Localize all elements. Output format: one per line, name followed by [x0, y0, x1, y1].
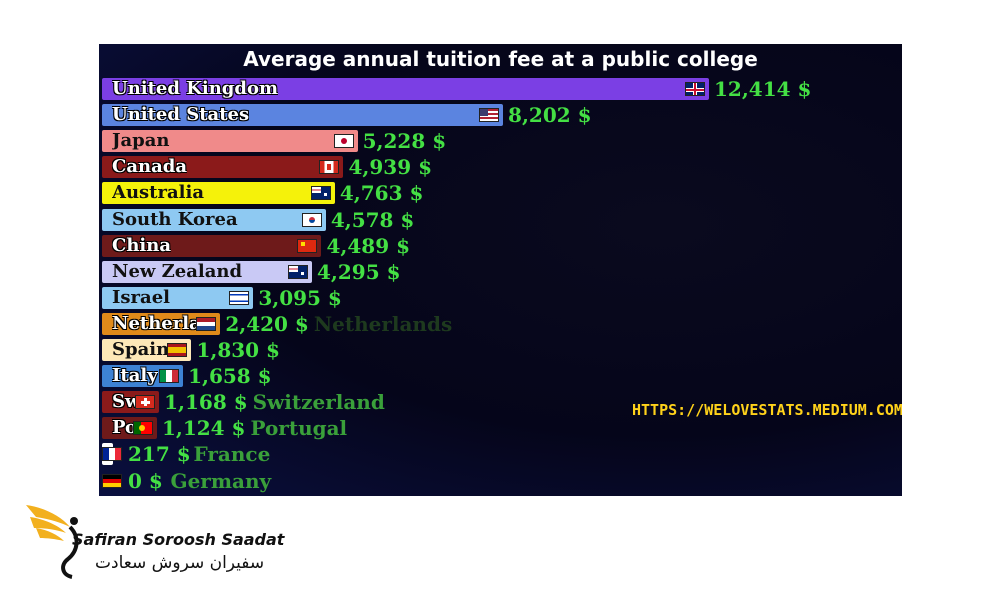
bar-label-spain: Spain — [112, 339, 168, 360]
value-label-spain: 1,830 $ — [196, 338, 280, 362]
bar-israel: Israel — [102, 286, 254, 309]
bar-label-italy: Italy — [112, 365, 158, 387]
bar-label-netherlands: Netherlan — [112, 312, 197, 334]
flag-spain-icon — [167, 343, 188, 357]
bar-south-korea: South Korea — [102, 208, 326, 231]
value-label-united-kingdom: 12,414 $ — [714, 77, 812, 101]
value-label-new-zealand: 4,295 $ — [317, 259, 401, 284]
flag-australia-icon — [310, 186, 331, 201]
value-label-switzerland: 1,168 $ — [164, 390, 248, 415]
bar-label-canada: Canada — [112, 156, 187, 178]
value-label-italy: 1,658 $ — [188, 364, 272, 389]
chart-title: Average annual tuition fee at a public c… — [243, 47, 758, 71]
bar-label-new-zealand: New Zealand — [112, 260, 243, 282]
value-label-united-states: 8,202 $ — [508, 103, 592, 128]
outside-label-germany: Germany — [170, 468, 272, 493]
flag-portugal-icon — [132, 421, 153, 436]
bar-label-china: China — [112, 234, 172, 256]
bar-new-zealand: New Zealand — [102, 260, 312, 283]
flag-china-icon — [297, 238, 318, 253]
flag-south-korea-icon — [301, 212, 322, 227]
bar-label-israel: Israel — [112, 286, 170, 308]
flag-uk-icon — [685, 82, 705, 96]
value-label-canada: 4,939 $ — [348, 155, 432, 180]
flag-netherlands-icon — [196, 316, 217, 331]
flag-switzerland-icon — [135, 395, 156, 410]
flag-us-icon — [479, 108, 500, 123]
value-label-japan: 5,228 $ — [362, 129, 447, 154]
value-label-germany: 0 $ — [128, 468, 163, 493]
bar-label-portugal: Po — [112, 417, 133, 439]
value-label-portugal: 1,124 $ — [161, 416, 246, 441]
chart-panel: Average annual tuition fee at a public c… — [99, 44, 902, 496]
bar-japan: Japan — [102, 130, 358, 153]
flag-france-icon — [102, 447, 122, 462]
value-label-france: 217 $ — [128, 442, 191, 467]
bar-label-united-states: United States — [112, 104, 250, 126]
outside-label-switzerland: Switzerland — [252, 390, 385, 415]
flag-israel-icon — [229, 290, 250, 305]
bar-australia: Australia — [102, 182, 335, 205]
watermark-url: HTTPS://WELOVESTATS.MEDIUM.COM/ — [632, 401, 902, 419]
logo-text-english: Safiran Soroosh Saadat — [72, 530, 285, 549]
flag-germany-icon — [102, 473, 122, 488]
flag-new-zealand-icon — [288, 264, 308, 279]
bar-netherlands: Netherlan — [102, 312, 221, 335]
bar-united-kingdom: United Kingdom — [102, 78, 709, 100]
outside-label-netherlands: Netherlands — [313, 311, 453, 336]
outside-label-portugal: Portugal — [250, 416, 348, 441]
value-label-australia: 4,763 $ — [339, 181, 424, 206]
bar-china: China — [102, 234, 322, 257]
flag-italy-icon — [159, 369, 180, 384]
bar-united-states: United States — [102, 104, 504, 127]
logo-mark — [26, 505, 79, 579]
logo-text-persian: سفیران سروش سعادت — [95, 553, 265, 573]
bar-label-switzerland: Sw — [112, 391, 136, 413]
value-label-south-korea: 4,578 $ — [330, 207, 415, 232]
flag-canada-icon — [319, 160, 340, 175]
bar-label-australia: Australia — [112, 182, 204, 204]
value-label-netherlands: 2,420 $ — [225, 311, 309, 336]
bar-canada: Canada — [102, 156, 344, 179]
bar-label-south-korea: South Korea — [112, 208, 238, 230]
bar-label-japan: Japan — [112, 130, 170, 152]
value-label-china: 4,489 $ — [326, 233, 410, 258]
outside-label-france: France — [193, 442, 271, 467]
bar-label-united-kingdom: United Kingdom — [112, 78, 279, 99]
value-label-israel: 3,095 $ — [258, 285, 342, 310]
flag-japan-icon — [333, 134, 354, 149]
